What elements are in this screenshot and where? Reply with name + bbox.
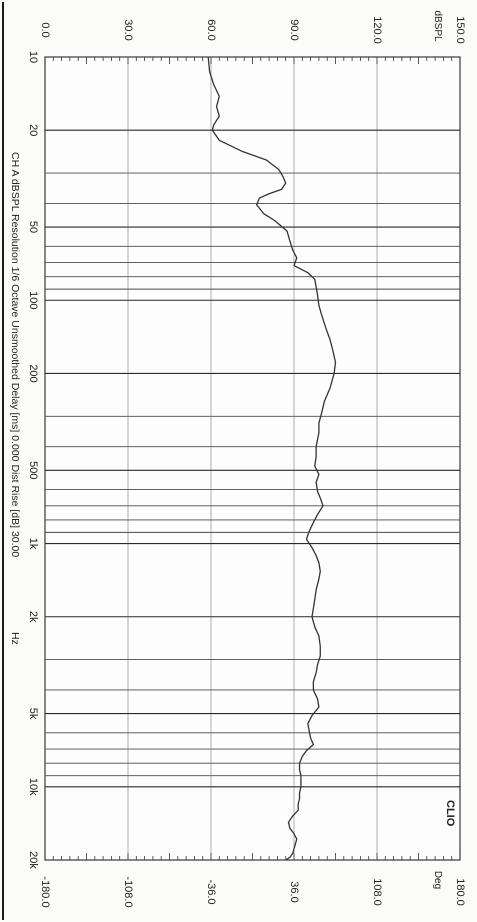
x-axis-unit-label: Hz bbox=[9, 632, 21, 645]
plot-area bbox=[207, 56, 337, 861]
plot-frame bbox=[44, 56, 461, 861]
series-line-spl bbox=[207, 56, 337, 861]
chart-caption: CH A dBSPL Resolution 1/6 Octave Unsmoot… bbox=[9, 152, 21, 557]
x-tick-label: 200 bbox=[27, 364, 39, 382]
x-tick-label: 2k bbox=[27, 611, 39, 623]
x-tick-label: 100 bbox=[27, 291, 39, 309]
y-left-tick-label: 60.0 bbox=[205, 19, 217, 40]
x-tick-label: 5k bbox=[27, 708, 39, 720]
x-tick-label: 10 bbox=[27, 51, 39, 63]
y-right-tick-label: 180.0 bbox=[454, 878, 466, 906]
tick-labels: 0.0 30.0 60.0 90.0 120.0 150.0 dBSPL -180.0 -108… bbox=[9, 10, 466, 907]
y-right-tick-label: -180.0 bbox=[39, 876, 51, 907]
y-right-tick-label: -108.0 bbox=[122, 876, 134, 907]
y-left-tick-label: 30.0 bbox=[122, 19, 134, 40]
x-tick-label: 10k bbox=[27, 778, 39, 796]
y-right-axis-label: Deg bbox=[432, 871, 443, 889]
y-left-tick-label: 150.0 bbox=[454, 16, 466, 44]
brand-logo: CLIO bbox=[444, 800, 456, 827]
y-right-tick-label: 36.0 bbox=[288, 881, 300, 902]
x-tick-label: 20 bbox=[27, 124, 39, 136]
y-left-axis-label: dBSPL bbox=[432, 10, 443, 42]
y-left-tick-label: 90.0 bbox=[288, 19, 300, 40]
y-right-tick-label: -36.0 bbox=[205, 879, 217, 904]
y-left-tick-label: 120.0 bbox=[371, 16, 383, 44]
x-tick-label: 500 bbox=[27, 461, 39, 479]
y-right-tick-label: 108.0 bbox=[371, 878, 383, 906]
y-left-tick-label: 0.0 bbox=[39, 22, 51, 37]
x-tick-label: 50 bbox=[27, 221, 39, 233]
grid-lines bbox=[44, 56, 461, 861]
minor-tick-marks bbox=[44, 57, 461, 860]
x-tick-label: 1k bbox=[27, 538, 39, 550]
x-tick-label: 20k bbox=[27, 851, 39, 869]
